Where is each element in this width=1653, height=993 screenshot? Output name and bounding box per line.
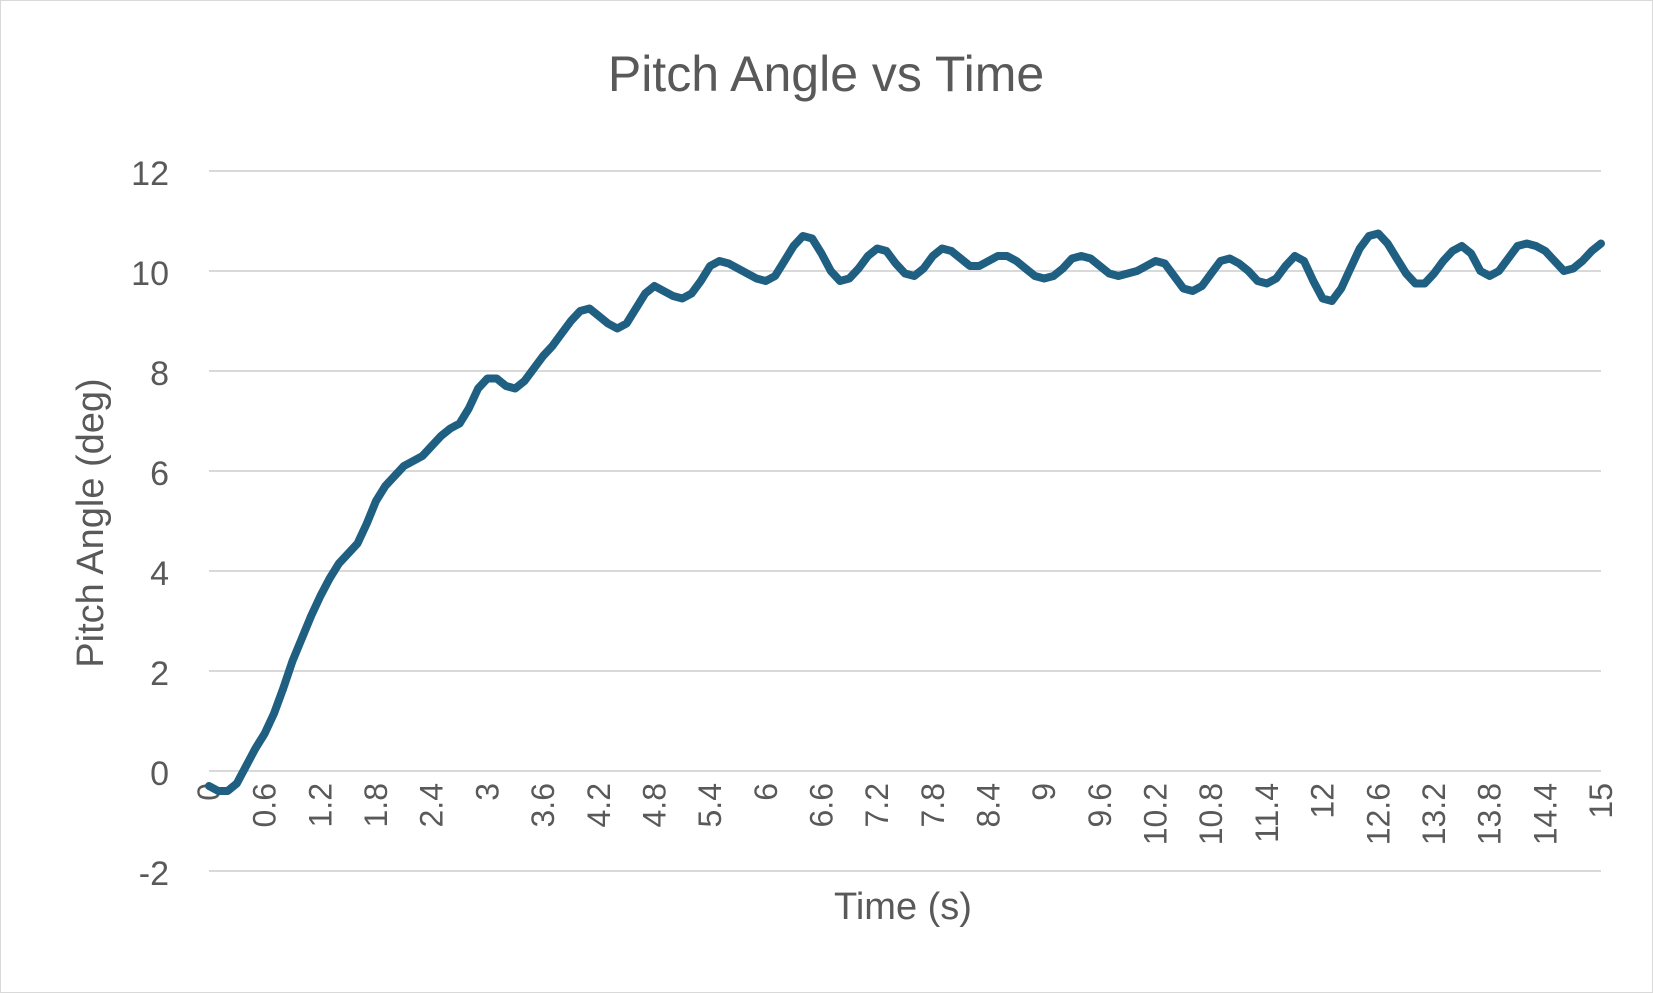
- y-tick-label: 6: [150, 455, 169, 493]
- x-tick-label: 4.2: [581, 783, 617, 827]
- y-tick-labels: -2 0 2 4 6 8 10 12: [131, 155, 169, 893]
- x-tick-label: 1.2: [302, 783, 338, 827]
- y-tick-label: 0: [150, 755, 169, 793]
- x-tick-labels: 0 0.6 1.2 1.8 2.4 3 3.6 4.2 4.8 5.4 6 6.6 7.2 7.8 8.4 9…: [191, 783, 1619, 845]
- x-tick-label: 10.8: [1193, 783, 1229, 845]
- x-tick-label: 14.4: [1527, 783, 1563, 845]
- x-tick-label: 8.4: [971, 783, 1007, 827]
- x-tick-label: 13.2: [1416, 783, 1452, 845]
- y-tick-label: 8: [150, 355, 169, 393]
- x-tick-label: 2.4: [414, 783, 450, 827]
- gridlines: [209, 170, 1601, 872]
- y-tick-label: 4: [150, 555, 169, 593]
- x-tick-label: 13.8: [1472, 783, 1508, 845]
- x-tick-label: 9.6: [1082, 783, 1118, 827]
- series-layer: [205, 229, 1605, 795]
- x-tick-label: 6.6: [803, 783, 839, 827]
- x-tick-label: 3: [469, 783, 505, 801]
- x-tick-label: 10.2: [1138, 783, 1174, 845]
- x-tick-label: 1.8: [358, 783, 394, 827]
- x-tick-label: 12.6: [1360, 783, 1396, 845]
- x-tick-label: 0.6: [247, 783, 283, 827]
- x-tick-label: 7.2: [859, 783, 895, 827]
- x-tick-label: 7.8: [915, 783, 951, 827]
- x-tick-label: 9: [1026, 783, 1062, 801]
- x-tick-label: 5.4: [692, 783, 728, 827]
- x-tick-label: 3.6: [525, 783, 561, 827]
- x-tick-label: 4.8: [636, 783, 672, 827]
- x-tick-label: 15: [1583, 783, 1619, 819]
- x-axis-label: Time (s): [834, 886, 972, 928]
- y-tick-label: 12: [131, 155, 169, 193]
- y-tick-label: -2: [139, 855, 169, 893]
- x-tick-label: 6: [748, 783, 784, 801]
- chart-title: Pitch Angle vs Time: [608, 46, 1044, 102]
- x-tick-label: 11.4: [1249, 783, 1285, 843]
- y-axis-label: Pitch Angle (deg): [70, 378, 112, 667]
- series-line-0: [205, 229, 1605, 795]
- y-tick-label: 10: [131, 255, 169, 293]
- x-tick-label: 12: [1305, 783, 1341, 819]
- y-tick-label: 2: [150, 655, 169, 693]
